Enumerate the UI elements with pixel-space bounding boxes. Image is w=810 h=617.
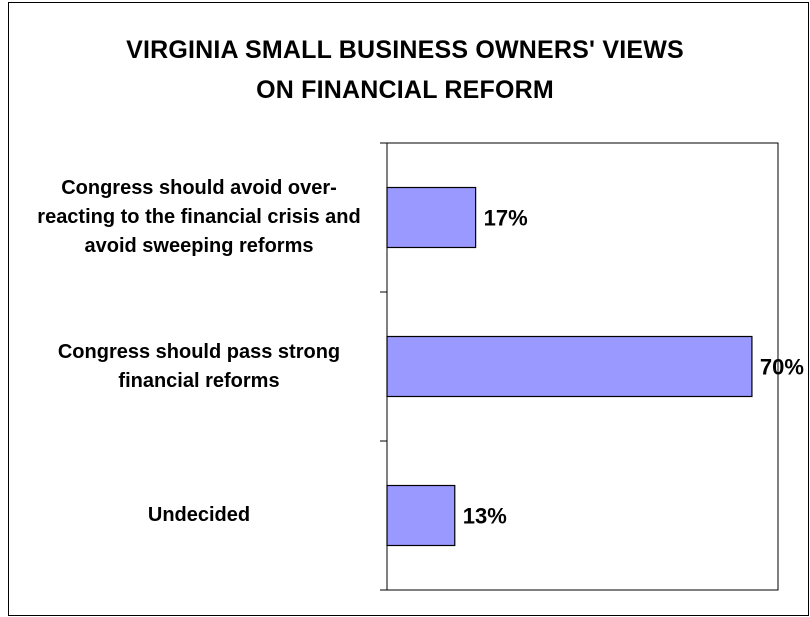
category-label-line: Congress should pass strong [57, 340, 341, 363]
data-label: 70% [760, 355, 804, 380]
bar [386, 186, 477, 249]
category-label: Undecided [29, 501, 369, 530]
category-label-line: reacting to the financial crisis and [37, 206, 361, 228]
data-label: 13% [463, 504, 507, 529]
data-label: 17% [484, 206, 528, 231]
bar [386, 335, 753, 398]
bar [386, 484, 456, 547]
category-label: Congress should pass strong financial ref… [29, 338, 369, 396]
category-label-line: Congress should avoid over- [61, 177, 337, 199]
category-label-line: Undecided [147, 504, 251, 526]
chart-title-line-2: ON FINANCIAL REFORM [256, 76, 554, 104]
chart-title-line-1: VIRGINIA SMALL BUSINESS OWNERS' VIEWS [126, 36, 684, 64]
category-label-line: avoid sweeping reforms [84, 235, 314, 257]
category-label: Congress should avoid over-reacting to t… [29, 174, 369, 261]
category-label-line: financial reforms [118, 369, 280, 392]
